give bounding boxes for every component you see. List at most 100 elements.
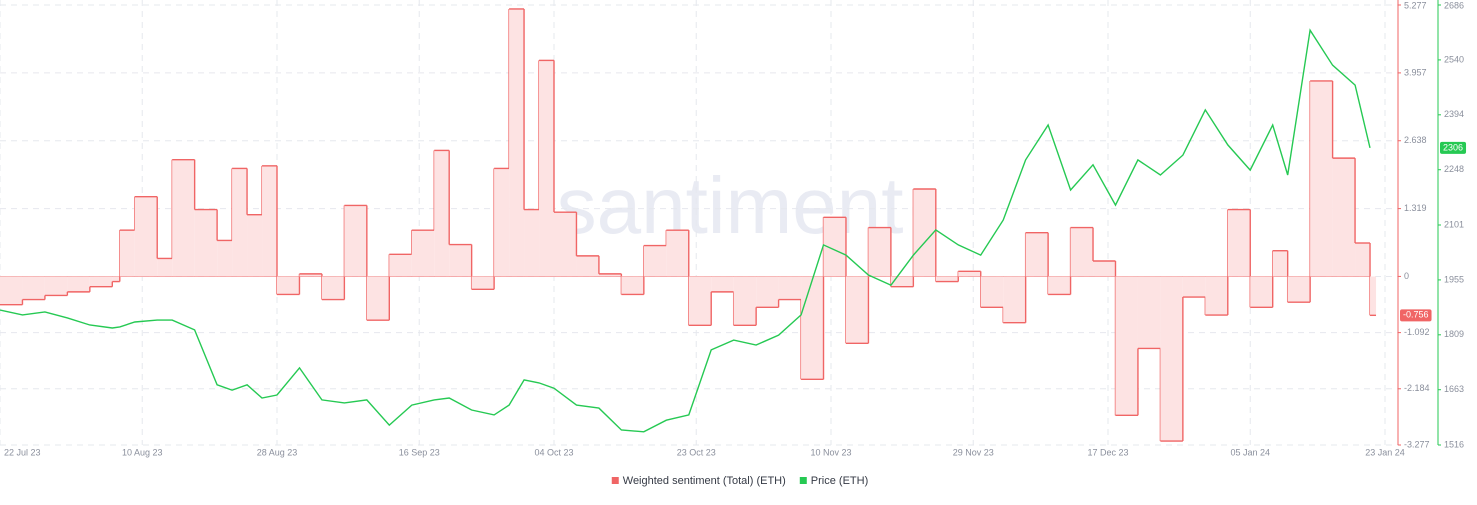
y2-tick-label: 1809 — [1444, 329, 1464, 339]
area-segment — [134, 196, 158, 277]
y2-tick-label: 2248 — [1444, 164, 1464, 174]
y-tick-label: -1.092 — [1404, 327, 1430, 337]
legend-label: Weighted sentiment (Total) (ETH) — [623, 475, 786, 487]
area-segment — [980, 276, 1004, 308]
area-segment — [801, 276, 824, 380]
area-segment — [1355, 243, 1371, 277]
area-segment — [1093, 261, 1116, 277]
area-segment — [1205, 276, 1228, 316]
area-segment — [232, 168, 248, 277]
area-segment — [217, 240, 233, 277]
x-tick-label: 05 Jan 24 — [1230, 447, 1270, 457]
area-segment — [112, 276, 120, 282]
area-segment — [1070, 227, 1094, 277]
area-segment — [509, 8, 525, 277]
area-segment — [471, 276, 495, 290]
area-segment — [733, 276, 757, 326]
area-segment — [576, 255, 599, 277]
area-segment — [494, 168, 510, 277]
y-tick-label: 3.957 — [1404, 67, 1427, 77]
area-segment — [1310, 80, 1333, 277]
area-segment — [711, 276, 734, 292]
area-segment — [89, 276, 113, 287]
area-segment — [756, 276, 779, 308]
area-segment — [277, 276, 300, 295]
area-segment — [598, 273, 622, 277]
legend-label: Price (ETH) — [811, 475, 868, 487]
y-tick-label: 5.277 — [1404, 0, 1427, 10]
area-segment — [1227, 209, 1251, 277]
area-segment — [1370, 276, 1377, 316]
area-segment — [935, 276, 959, 282]
area-segment — [823, 217, 846, 277]
y2-tick-label: 1516 — [1444, 439, 1464, 449]
area-segment — [67, 276, 90, 292]
x-tick-label: 23 Oct 23 — [677, 447, 716, 457]
y-tick-label: 2.638 — [1404, 135, 1427, 145]
watermark: ·santiment· — [530, 161, 930, 250]
legend-swatch — [611, 477, 619, 484]
y-tick-label: 0 — [1404, 271, 1409, 281]
x-tick-label: 22 Jul 23 — [4, 447, 41, 457]
area-segment — [44, 276, 68, 296]
area-segment — [194, 209, 218, 277]
area-segment — [449, 244, 472, 277]
area-segment — [913, 188, 936, 277]
last-value-label: 2306 — [1443, 142, 1463, 152]
area-segment — [22, 276, 45, 300]
area-segment — [1003, 276, 1026, 323]
area-segment — [868, 227, 891, 277]
last-value-box — [1400, 309, 1432, 322]
y2-tick-label: 2101 — [1444, 219, 1464, 229]
area-segment — [172, 159, 195, 277]
x-tick-label: 04 Oct 23 — [534, 447, 573, 457]
area-segment — [539, 60, 554, 277]
area-segment — [958, 271, 981, 277]
area-segment — [643, 245, 667, 277]
area-segment — [247, 214, 263, 277]
area-segment — [1182, 276, 1206, 298]
area-segment — [344, 205, 367, 277]
x-tick-label: 10 Aug 23 — [122, 447, 163, 457]
last-value-box — [1440, 141, 1467, 154]
area-segment — [299, 273, 322, 277]
last-value-badge: -0.756 — [1400, 309, 1432, 322]
x-tick-label: 17 Dec 23 — [1087, 447, 1128, 457]
area-segment — [1160, 276, 1183, 442]
area-segment — [554, 212, 577, 277]
x-tick-label: 28 Aug 23 — [257, 447, 298, 457]
area-segment — [1137, 276, 1161, 349]
area-segment — [688, 276, 712, 326]
y2-tick-label: 2540 — [1444, 54, 1464, 64]
y2-tick-label: 1663 — [1444, 384, 1464, 394]
area-segment — [845, 276, 869, 344]
area-segment — [666, 230, 689, 277]
area-segment — [366, 276, 390, 321]
y-tick-label: 1.319 — [1404, 203, 1427, 213]
area-segment — [890, 276, 914, 287]
area-segment — [1048, 276, 1071, 295]
area-segment — [621, 276, 644, 295]
area-segment — [389, 254, 412, 277]
legend-swatch — [799, 477, 807, 484]
last-value-badge: 2306 — [1440, 141, 1467, 154]
price-line — [0, 28, 1371, 433]
last-value-label: -0.756 — [1403, 310, 1429, 320]
area-segment — [1287, 276, 1311, 303]
area-segment — [1332, 158, 1356, 277]
area-segment — [434, 150, 450, 277]
legend: Weighted sentiment (Total) (ETH) Price (E… — [611, 475, 868, 487]
y2-tick-label: 2394 — [1444, 109, 1464, 119]
x-tick-label: 23 Jan 24 — [1365, 447, 1405, 457]
y-tick-label: -3.277 — [1404, 439, 1430, 449]
y-tick-label: -2.184 — [1404, 383, 1430, 393]
area-segment — [1250, 276, 1273, 308]
x-tick-label: 10 Nov 23 — [810, 447, 851, 457]
area-segment — [1115, 276, 1138, 416]
area-segment — [778, 276, 802, 300]
area-segment — [262, 165, 277, 277]
area-segment — [1025, 232, 1049, 277]
y2-tick-label: 2686 — [1444, 0, 1464, 10]
x-tick-label: 29 Nov 23 — [953, 447, 994, 457]
